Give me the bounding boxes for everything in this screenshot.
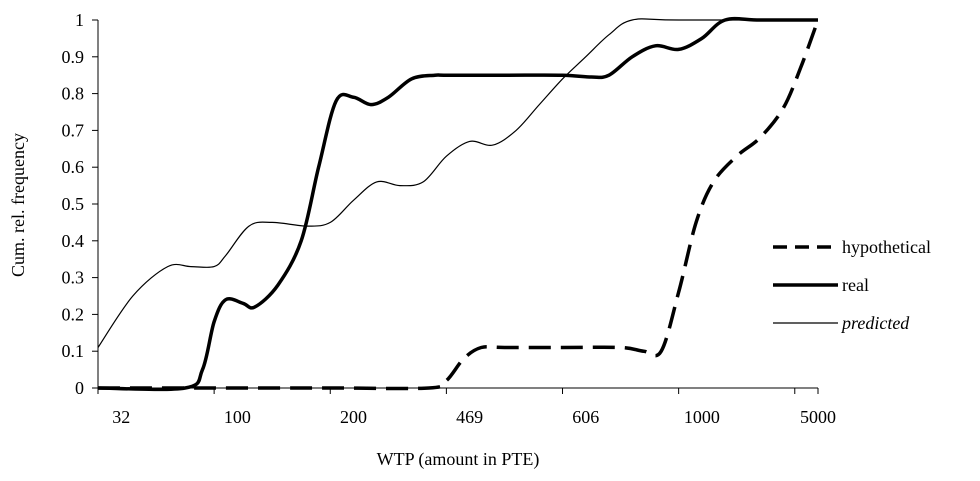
- legend: hypothetical real predicted: [773, 237, 931, 333]
- x-tick-label: 200: [340, 407, 367, 427]
- legend-label-real: real: [842, 275, 869, 295]
- y-tick-label: 0.6: [62, 157, 85, 177]
- y-tick-label: 1: [75, 10, 84, 30]
- x-tick-label: 5000: [800, 407, 836, 427]
- y-tick-label: 0.3: [62, 268, 85, 288]
- x-tick-label: 1000: [684, 407, 720, 427]
- y-tick-label: 0.1: [62, 341, 85, 361]
- x-tick-label: 469: [456, 407, 483, 427]
- y-tick-label: 0.4: [62, 231, 85, 251]
- y-tick-label: 0.2: [62, 304, 85, 324]
- y-tick-label: 0.5: [62, 194, 85, 214]
- y-tick-label: 0.7: [62, 120, 85, 140]
- y-tick-label: 0.8: [62, 84, 85, 104]
- y-axis: 0 0.1 0.2 0.3 0.4 0.5 0.6 0.7 0.8 0.9 1: [62, 10, 99, 398]
- x-axis: 32 100 200 469 606 1000 5000: [97, 387, 836, 427]
- x-tick-label: 606: [572, 407, 599, 427]
- series-line-real: [97, 16, 818, 392]
- series-line-predicted: [97, 18, 818, 348]
- y-tick-label: 0.9: [62, 47, 85, 67]
- series-line-hypothetical: [97, 19, 820, 391]
- x-tick-label: 100: [224, 407, 251, 427]
- x-tick-label: 32: [112, 407, 130, 427]
- series-layer: [97, 16, 820, 392]
- y-axis-title: Cum. rel. frequency: [8, 133, 28, 277]
- legend-label-hypothetical: hypothetical: [842, 237, 931, 257]
- x-axis-title: WTP (amount in PTE): [377, 449, 540, 470]
- y-tick-label: 0: [75, 378, 84, 398]
- legend-label-predicted: predicted: [840, 313, 910, 333]
